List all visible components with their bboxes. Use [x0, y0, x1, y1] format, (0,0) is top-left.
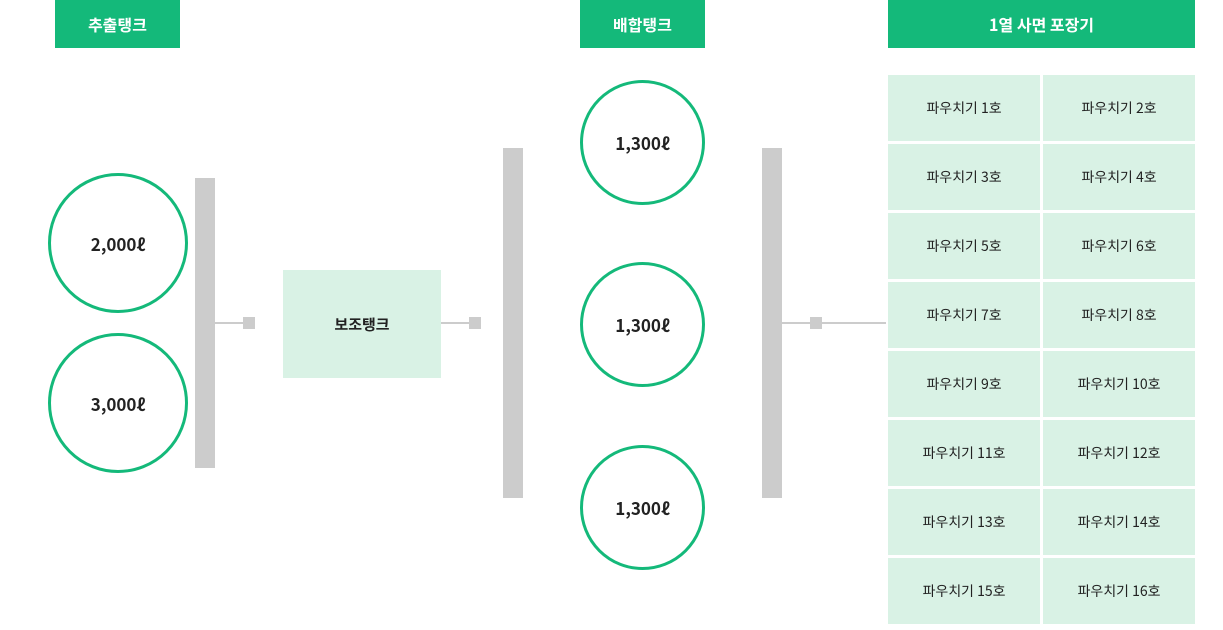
packaging-cell: 파우치기 13호 [888, 489, 1040, 555]
packaging-cell: 파우치기 6호 [1043, 213, 1195, 279]
aux-tank: 보조탱크 [283, 270, 441, 378]
packaging-cell: 파우치기 8호 [1043, 282, 1195, 348]
packaging-cell: 파우치기 12호 [1043, 420, 1195, 486]
connector-bar-2 [503, 148, 523, 498]
packaging-cell: 파우치기 3호 [888, 144, 1040, 210]
packaging-cell: 파우치기 7호 [888, 282, 1040, 348]
header-extraction-tank: 추출탱크 [55, 0, 180, 48]
packaging-cell: 파우치기 5호 [888, 213, 1040, 279]
packaging-cell: 파우치기 11호 [888, 420, 1040, 486]
packaging-grid: 파우치기 1호 파우치기 2호 파우치기 3호 파우치기 4호 파우치기 5호 … [888, 75, 1195, 624]
packaging-cell: 파우치기 9호 [888, 351, 1040, 417]
extraction-tank-2: 3,000ℓ [48, 333, 188, 473]
connector-stub-1 [243, 317, 255, 329]
packaging-cell: 파우치기 2호 [1043, 75, 1195, 141]
connector-line-2 [441, 322, 471, 324]
connector-line-4 [822, 322, 886, 324]
packaging-cell: 파우치기 16호 [1043, 558, 1195, 624]
connector-bar-1 [195, 178, 215, 468]
connector-bar-3 [762, 148, 782, 498]
extraction-tank-1: 2,000ℓ [48, 173, 188, 313]
connector-line-1 [215, 322, 245, 324]
packaging-cell: 파우치기 14호 [1043, 489, 1195, 555]
packaging-cell: 파우치기 4호 [1043, 144, 1195, 210]
packaging-cell: 파우치기 15호 [888, 558, 1040, 624]
mixing-tank-1: 1,300ℓ [580, 80, 705, 205]
connector-stub-2 [469, 317, 481, 329]
header-packaging-line: 1열 사면 포장기 [888, 0, 1195, 48]
connector-stub-3 [810, 317, 822, 329]
mixing-tank-2: 1,300ℓ [580, 262, 705, 387]
packaging-cell: 파우치기 10호 [1043, 351, 1195, 417]
packaging-cell: 파우치기 1호 [888, 75, 1040, 141]
mixing-tank-3: 1,300ℓ [580, 445, 705, 570]
connector-line-3 [782, 322, 812, 324]
header-mixing-tank: 배합탱크 [580, 0, 705, 48]
